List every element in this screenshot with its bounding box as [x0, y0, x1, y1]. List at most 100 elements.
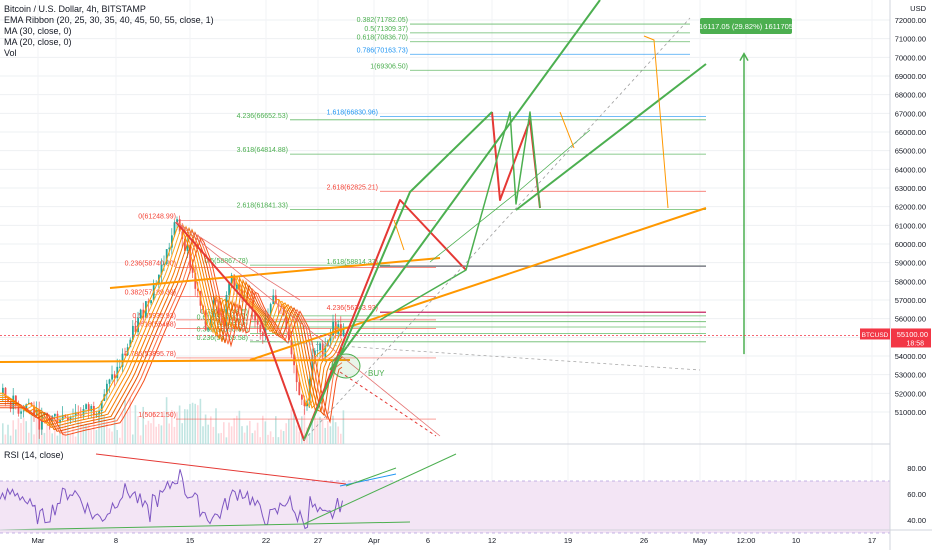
time-tick-label: 19: [564, 536, 572, 545]
volume-bar: [28, 432, 30, 444]
time-tick-label: 26: [640, 536, 648, 545]
price-tick-label: 60000.00: [895, 240, 926, 249]
volume-bar: [204, 414, 207, 444]
volume-bar: [171, 410, 173, 444]
volume-bar: [217, 433, 220, 444]
rsi-indicator-label[interactable]: RSI (14, close): [4, 450, 64, 460]
indicator-ma-20[interactable]: MA (20, close, 0): [4, 37, 72, 47]
projection-label-box: [700, 18, 792, 34]
price-tick-label: 54000.00: [895, 352, 926, 361]
volume-bar: [243, 432, 246, 444]
volume-bar: [59, 430, 61, 444]
volume-bar: [142, 406, 144, 444]
time-tick-label: 17: [868, 536, 876, 545]
volume-bar: [165, 397, 168, 444]
price-tick-label: 62000.00: [895, 203, 926, 212]
candle-body: [262, 332, 264, 337]
candle-body: [85, 404, 87, 409]
volume-bar: [155, 426, 157, 444]
time-tick-label: 27: [314, 536, 322, 545]
volume-bar: [116, 429, 118, 444]
candle-body: [139, 309, 142, 318]
candle-body: [113, 374, 116, 379]
volume-bar: [332, 415, 334, 444]
rsi-tick-label: 80.00: [907, 464, 926, 473]
price-tick-label: 70000.00: [895, 53, 926, 62]
candle-body: [46, 412, 48, 418]
indicator-volume[interactable]: Vol: [4, 48, 17, 58]
candle-body: [311, 355, 314, 380]
volume-bar: [35, 409, 38, 444]
volume-bar: [145, 424, 147, 444]
channel-line-green: [329, 0, 601, 371]
indicator-ma-30[interactable]: MA (30, close, 0): [4, 26, 72, 36]
candle-body: [2, 387, 4, 394]
volume-bar: [74, 436, 77, 444]
candle-body: [168, 247, 171, 250]
rsi-support-line: [0, 521, 411, 531]
volume-bar: [306, 427, 308, 444]
candle-body: [100, 400, 103, 411]
indicator-ema-ribbon[interactable]: EMA Ribbon (20, 25, 30, 35, 40, 45, 50, …: [4, 15, 214, 25]
candle-body: [176, 219, 178, 223]
volume-bar: [202, 426, 204, 444]
time-tick-label: 22: [262, 536, 270, 545]
candle-body: [186, 244, 189, 251]
rsi-band: [0, 481, 890, 533]
candle-body: [74, 412, 77, 417]
price-tick-label: 66000.00: [895, 128, 926, 137]
volume-bar: [77, 417, 79, 444]
fib-level-label: 2.618(61841.33): [237, 203, 288, 210]
fib-level-label: 1(50621.50): [138, 412, 176, 419]
volume-bar: [119, 437, 121, 444]
fib-level-label: 0.5(71309.37): [364, 26, 408, 33]
price-tick-label: 61000.00: [895, 221, 926, 230]
candle-body: [184, 238, 186, 251]
candle-body: [95, 414, 98, 416]
chart-title[interactable]: Bitcoin / U.S. Dollar, 4h, BITSTAMP: [4, 4, 146, 14]
volume-bar: [308, 433, 311, 444]
volume-bar: [181, 423, 183, 444]
volume-bar: [342, 410, 345, 444]
candle-body: [324, 345, 327, 357]
volume-bar: [340, 433, 342, 444]
volume-bar: [285, 423, 287, 444]
volume-bar: [290, 409, 293, 444]
volume-bar: [67, 415, 69, 444]
volume-bar: [303, 409, 306, 444]
volume-bar: [132, 434, 134, 444]
projection-path-thin: [429, 129, 591, 263]
candle-body: [230, 275, 233, 284]
volume-bar: [25, 421, 27, 444]
time-tick-label: 12:00: [737, 536, 756, 545]
candle-body: [121, 353, 124, 367]
volume-bar: [2, 423, 4, 444]
candle-body: [98, 410, 100, 415]
price-tick-label: 67000.00: [895, 109, 926, 118]
price-tick-label: 56000.00: [895, 315, 926, 324]
volume-bar: [33, 434, 35, 444]
fib-level-label: 1.618(66830.96): [327, 109, 378, 116]
volume-bar: [150, 423, 152, 444]
time-tick-label: May: [693, 536, 707, 545]
candle-body: [41, 414, 43, 430]
volume-bar: [264, 421, 267, 444]
volume-bar: [329, 426, 332, 444]
volume-bar: [337, 426, 339, 444]
volume-bar: [199, 398, 202, 444]
volume-bar: [262, 415, 264, 444]
currency-label: USD: [910, 4, 926, 13]
fan-line: [175, 221, 301, 301]
volume-bar: [95, 429, 98, 444]
fan-line: [175, 221, 441, 437]
candle-body: [67, 417, 69, 421]
projection-label: 16117.05 (29.82%) 1611705: [699, 22, 793, 31]
candle-body: [15, 395, 17, 406]
candle-body: [7, 398, 9, 402]
candle-body: [165, 249, 168, 264]
candle-body: [259, 324, 262, 333]
fib-level-label: 0.382(71782.05): [357, 17, 408, 24]
price-badge: 55100.00: [897, 330, 928, 339]
time-tick-label: 10: [792, 536, 800, 545]
